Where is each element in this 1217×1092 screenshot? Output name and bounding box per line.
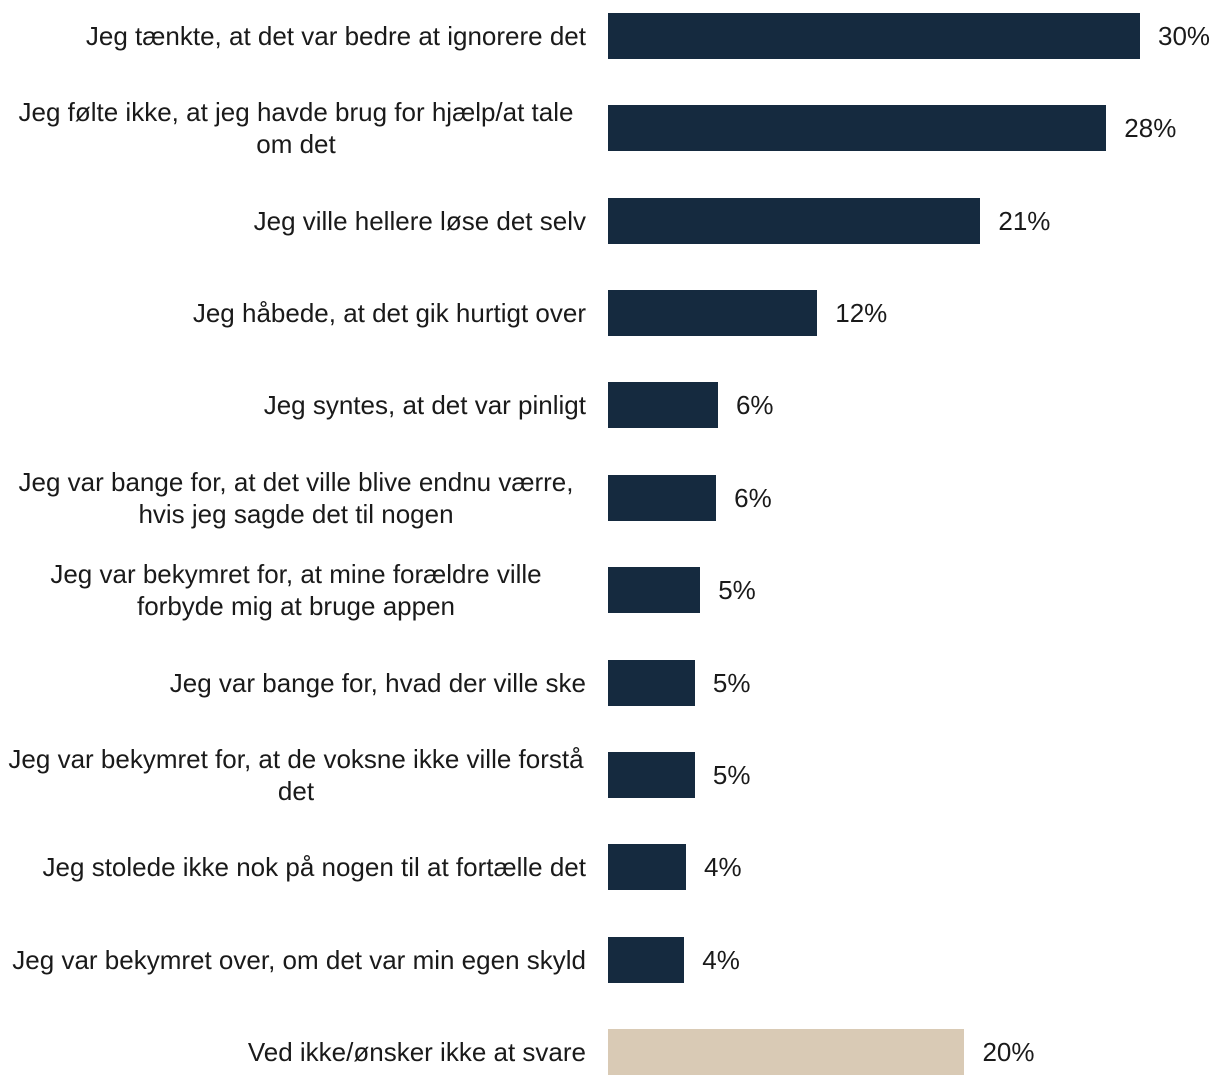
category-label-box: Jeg tænkte, at det var bedre at ignorere… <box>0 0 586 76</box>
value-label: 20% <box>982 1036 1035 1067</box>
value-label: 5% <box>712 667 751 698</box>
bar <box>608 290 818 337</box>
category-label: Ved ikke/ønsker ikke at svare <box>247 1036 586 1067</box>
value-label: 4% <box>704 852 742 883</box>
category-label-box: Jeg syntes, at det var pinligt <box>0 365 586 445</box>
category-label-box: Jeg håbede, at det gik hurtigt over <box>0 273 586 353</box>
bar <box>608 197 981 244</box>
category-label: Jeg tænkte, at det var bedre at ignorere… <box>85 21 586 51</box>
category-label-box: Jeg var bekymret for, at mine forældre v… <box>0 550 586 630</box>
bar <box>608 105 1107 152</box>
value-label: 4% <box>702 944 740 975</box>
category-label: Jeg var bekymret for, at mine forældre v… <box>50 559 542 622</box>
category-label-box: Jeg følte ikke, at jeg havde brug for hj… <box>0 88 586 168</box>
category-label: Jeg ville hellere løse det selv <box>253 205 586 236</box>
bar <box>608 567 701 614</box>
category-label: Jeg var bekymret for, at de voksne ikke … <box>8 743 584 806</box>
chart: Jeg tænkte, at det var bedre at ignorere… <box>0 0 1211 1075</box>
category-label-box: Jeg ville hellere løse det selv <box>0 181 586 261</box>
value-label: 30% <box>1158 21 1211 51</box>
value-label: 6% <box>735 390 774 421</box>
bar <box>608 1028 965 1075</box>
category-label-box: Ved ikke/ønsker ikke at svare <box>0 1012 586 1092</box>
category-label-box: Jeg var bekymret for, at de voksne ikke … <box>0 735 586 815</box>
value-label: 5% <box>718 575 756 606</box>
value-label: 12% <box>835 298 888 329</box>
bar <box>608 474 717 521</box>
category-label: Jeg var bange for, at det ville blive en… <box>18 466 574 529</box>
category-label: Jeg var bange for, hvad der ville ske <box>169 667 586 698</box>
category-label: Jeg håbede, at det gik hurtigt over <box>192 298 586 329</box>
value-label: 6% <box>734 482 772 513</box>
bar <box>608 382 718 429</box>
category-label: Jeg var bekymret over, om det var min eg… <box>12 944 586 975</box>
bar <box>608 659 695 706</box>
category-label: Jeg stolede ikke nok på nogen til at for… <box>42 852 586 883</box>
category-label-box: Jeg stolede ikke nok på nogen til at for… <box>0 827 586 907</box>
category-label-box: Jeg var bange for, at det ville blive en… <box>0 458 586 538</box>
category-label-box: Jeg var bekymret over, om det var min eg… <box>0 920 586 1000</box>
category-label: Jeg følte ikke, at jeg havde brug for hj… <box>18 97 574 160</box>
bar <box>608 844 687 891</box>
value-label: 21% <box>998 205 1051 236</box>
category-label-box: Jeg var bange for, hvad der ville ske <box>0 643 586 723</box>
value-label: 28% <box>1124 113 1177 144</box>
value-label: 5% <box>712 759 751 790</box>
bar <box>608 751 695 798</box>
bar <box>608 13 1140 59</box>
category-label: Jeg syntes, at det var pinligt <box>263 390 586 421</box>
bar <box>608 936 685 983</box>
